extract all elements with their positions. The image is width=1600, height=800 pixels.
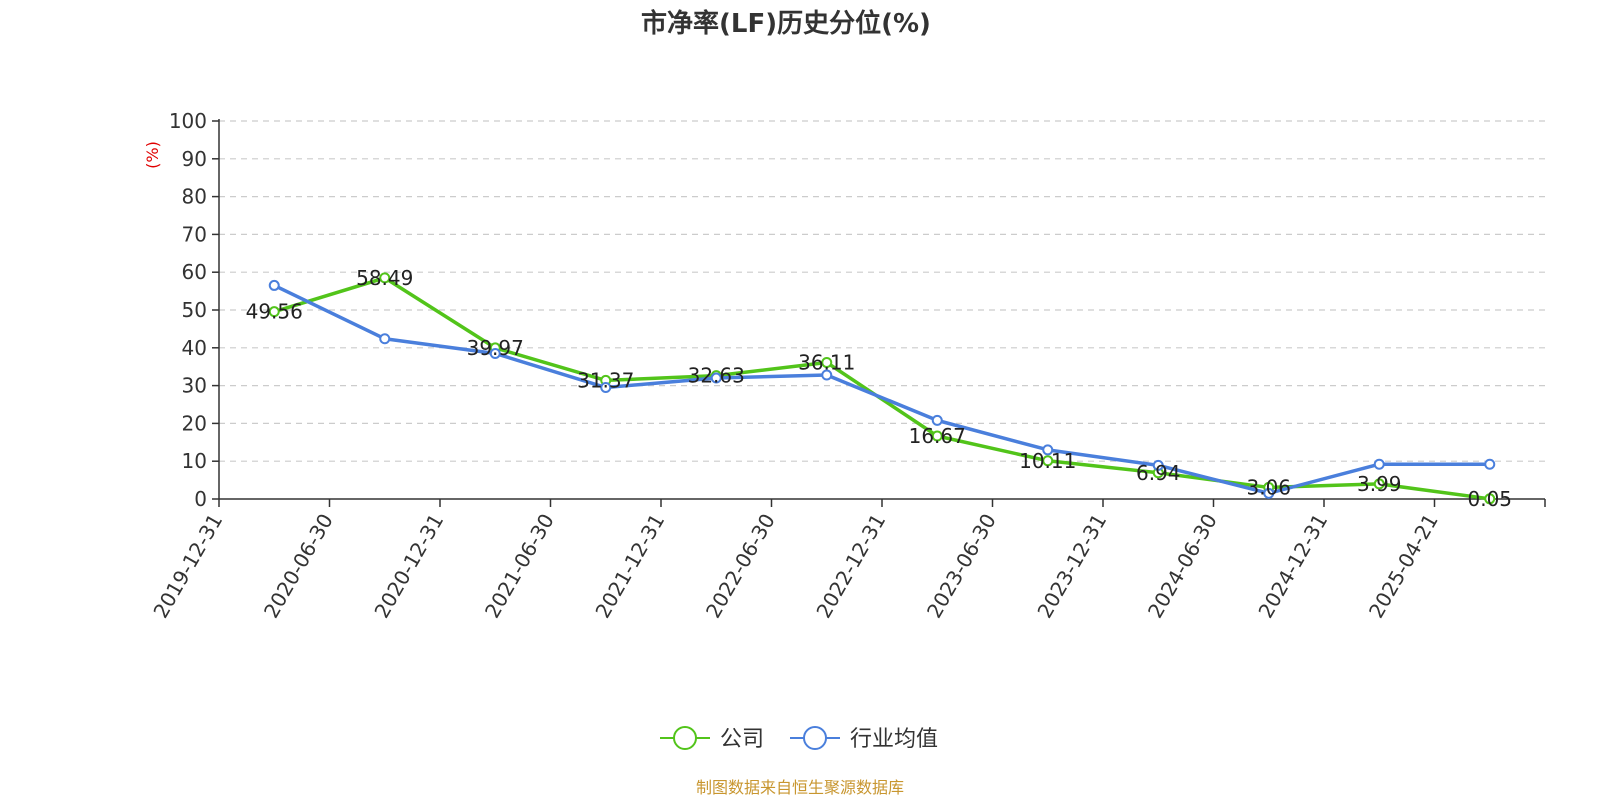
data-label: 49.56 (246, 300, 303, 324)
data-label: 32.63 (688, 364, 745, 388)
x-tick-label: 2022-06-30 (701, 510, 780, 623)
y-tick-label: 20 (182, 411, 207, 435)
series-1-point (821, 369, 833, 381)
x-tick-label: 2019-12-31 (148, 510, 227, 623)
x-tick-label: 2025-04-21 (1364, 510, 1443, 623)
series-line-0 (273, 276, 1490, 501)
x-tick-label: 2023-06-30 (922, 510, 1001, 623)
series-1-point (268, 279, 280, 291)
data-label: 39.97 (467, 336, 524, 360)
data-label: 3.06 (1246, 475, 1291, 499)
series-0-point (379, 272, 391, 284)
data-label: 6.94 (1136, 461, 1181, 485)
legend: 公司 行业均值 (660, 726, 938, 752)
legend-marker (673, 726, 697, 750)
x-tick-label: 2023-12-31 (1032, 510, 1111, 623)
data-label: 31.37 (577, 368, 634, 392)
y-tick-label: 10 (182, 449, 207, 473)
legend-item-0: 公司 (660, 726, 764, 752)
chart-title: 市净率(LF)历史分位(%) (641, 8, 931, 39)
data-label: 16.67 (909, 424, 966, 448)
y-tick-label: 50 (182, 298, 207, 322)
series-1-point (1152, 459, 1164, 471)
x-tick-label: 2020-06-30 (259, 510, 338, 623)
y-tick-label: 70 (182, 222, 207, 246)
x-tick-label: 2024-06-30 (1143, 510, 1222, 623)
series-0-point (821, 357, 833, 369)
series-0-point (1373, 478, 1385, 490)
series-line-1 (273, 283, 1490, 496)
data-label: 36.11 (798, 351, 855, 375)
series-0-point (1042, 455, 1054, 467)
data-labels: 49.56 58.49 39.97 31.37 32.63 36.11 16.67 10.11… (246, 266, 1512, 511)
series-1-point (1373, 458, 1385, 470)
series-1-point (1263, 487, 1275, 499)
y-tick-label: 0 (194, 487, 207, 511)
x-tick-label: 2020-12-31 (369, 510, 448, 623)
series-0-point (1484, 493, 1496, 505)
source-note: 制图数据来自恒生聚源数据库 (696, 778, 904, 797)
legend-marker (803, 726, 827, 750)
series-0-point (931, 430, 943, 442)
y-tick-label: 90 (182, 147, 207, 171)
data-label: 3.99 (1357, 472, 1402, 496)
series-1-point (379, 333, 391, 345)
y-tick-label: 30 (182, 374, 207, 398)
series-1-point (1042, 444, 1054, 456)
data-label: 0.05 (1467, 487, 1512, 511)
series-1-point (931, 414, 943, 426)
series-1-point (1484, 458, 1496, 470)
x-tick-label: 2021-12-31 (590, 510, 669, 623)
grid-lines (219, 120, 1545, 462)
y-tick-label: 80 (182, 185, 207, 209)
y-tick-label: 40 (182, 336, 207, 360)
legend-label: 公司 (720, 727, 764, 752)
y-tick-label: 100 (169, 109, 207, 133)
legend-label: 行业均值 (850, 727, 938, 752)
series-1-point (600, 381, 612, 393)
series-lines (268, 272, 1496, 505)
x-tick-label: 2024-12-31 (1253, 510, 1332, 623)
legend-item-1: 行业均值 (790, 726, 938, 752)
series-1-point (710, 372, 722, 384)
series-1-point (489, 347, 501, 359)
data-label: 58.49 (356, 266, 413, 290)
y-axis-unit: (%) (143, 141, 162, 169)
x-tick-label: 2022-12-31 (811, 510, 890, 623)
series-0-point (268, 306, 280, 318)
y-tick-label: 60 (182, 260, 207, 284)
x-tick-label: 2021-06-30 (480, 510, 559, 623)
data-label: 10.11 (1019, 449, 1076, 473)
